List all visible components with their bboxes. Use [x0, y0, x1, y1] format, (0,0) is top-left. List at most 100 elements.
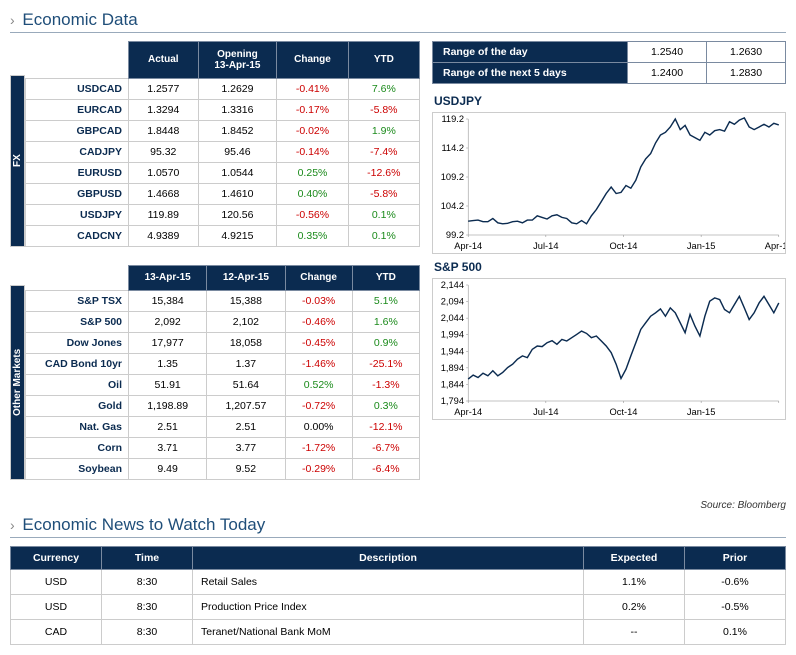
news-row: USD 8:30 Retail Sales 1.1% -0.6%: [11, 570, 786, 595]
cell-b: 1,207.57: [207, 396, 285, 417]
row-label: EURCAD: [26, 100, 129, 121]
cell-ytd: 0.1%: [348, 205, 419, 226]
svg-text:1,944: 1,944: [441, 346, 464, 356]
svg-text:2,094: 2,094: [441, 297, 464, 307]
news-expected: 1.1%: [584, 570, 685, 595]
cell-a: 1,198.89: [129, 396, 207, 417]
svg-text:114.2: 114.2: [441, 143, 464, 153]
news-time: 8:30: [102, 570, 193, 595]
news-row: CAD 8:30 Teranet/National Bank MoM -- 0.…: [11, 620, 786, 645]
row-label: Dow Jones: [26, 333, 129, 354]
cell-ytd: -12.1%: [352, 417, 419, 438]
range-lo: 1.2400: [628, 63, 707, 84]
cell-b: 1.37: [207, 354, 285, 375]
mkt-header: 13-Apr-15: [129, 266, 207, 291]
section-title-economic-data: › Economic Data: [10, 10, 786, 33]
cell-change: -1.46%: [285, 354, 352, 375]
chart-series-line: [468, 118, 779, 224]
cell-change: -0.02%: [277, 121, 348, 142]
table-row: USDCAD 1.2577 1.2629 -0.41% 7.6%: [26, 79, 420, 100]
news-table: CurrencyTimeDescriptionExpectedPrior USD…: [10, 546, 786, 645]
news-currency: CAD: [11, 620, 102, 645]
range-row: Range of the next 5 days 1.2400 1.2830: [433, 63, 786, 84]
row-label: GBPCAD: [26, 121, 129, 142]
table-row: CADCNY 4.9389 4.9215 0.35% 0.1%: [26, 226, 420, 247]
chevron-right-icon: ›: [10, 12, 15, 28]
cell-change: -1.72%: [285, 438, 352, 459]
row-label: S&P TSX: [26, 291, 129, 312]
cell-ytd: -7.4%: [348, 142, 419, 163]
cell-ytd: -5.8%: [348, 184, 419, 205]
range-hi: 1.2830: [707, 63, 786, 84]
cell-actual: 1.4668: [129, 184, 199, 205]
range-lo: 1.2540: [628, 42, 707, 63]
table-row: Gold 1,198.89 1,207.57 -0.72% 0.3%: [26, 396, 420, 417]
cell-ytd: 0.9%: [352, 333, 419, 354]
cell-ytd: -5.8%: [348, 100, 419, 121]
fx-header: [26, 42, 129, 79]
news-header: Prior: [685, 547, 786, 570]
cell-ytd: -6.7%: [352, 438, 419, 459]
svg-text:Apr-14: Apr-14: [454, 241, 482, 251]
cell-change: 0.00%: [285, 417, 352, 438]
table-row: USDJPY 119.89 120.56 -0.56% 0.1%: [26, 205, 420, 226]
row-label: EURUSD: [26, 163, 129, 184]
table-row: S&P 500 2,092 2,102 -0.46% 1.6%: [26, 312, 420, 333]
row-label: CADJPY: [26, 142, 129, 163]
cell-open: 120.56: [198, 205, 277, 226]
cell-b: 18,058: [207, 333, 285, 354]
cell-a: 2,092: [129, 312, 207, 333]
news-desc: Teranet/National Bank MoM: [193, 620, 584, 645]
row-label: USDJPY: [26, 205, 129, 226]
row-label: USDCAD: [26, 79, 129, 100]
cell-ytd: -25.1%: [352, 354, 419, 375]
cell-change: -0.17%: [277, 100, 348, 121]
row-label: Soybean: [26, 459, 129, 480]
fx-header: YTD: [348, 42, 419, 79]
svg-text:2,144: 2,144: [441, 280, 464, 290]
cell-change: -0.56%: [277, 205, 348, 226]
cell-ytd: 1.9%: [348, 121, 419, 142]
svg-text:2,044: 2,044: [441, 313, 464, 323]
cell-actual: 119.89: [129, 205, 199, 226]
news-header: Time: [102, 547, 193, 570]
cell-a: 1.35: [129, 354, 207, 375]
chart1-box: 119.2114.2109.2104.299.2Apr-14Jul-14Oct-…: [432, 112, 786, 254]
cell-b: 51.64: [207, 375, 285, 396]
heading-text: Economic News to Watch Today: [22, 515, 265, 534]
chart2-title: S&P 500: [434, 260, 786, 274]
news-time: 8:30: [102, 620, 193, 645]
markets-table-block: Other Markets 13-Apr-1512-Apr-15ChangeYT…: [10, 265, 420, 480]
range-label: Range of the day: [433, 42, 628, 63]
svg-text:Jan-15: Jan-15: [687, 241, 715, 251]
fx-header: Change: [277, 42, 348, 79]
news-currency: USD: [11, 595, 102, 620]
mkt-header: [26, 266, 129, 291]
cell-actual: 1.0570: [129, 163, 199, 184]
svg-text:1,994: 1,994: [441, 330, 464, 340]
cell-actual: 1.3294: [129, 100, 199, 121]
mkt-header: 12-Apr-15: [207, 266, 285, 291]
cell-change: -0.29%: [285, 459, 352, 480]
cell-ytd: 7.6%: [348, 79, 419, 100]
svg-text:Oct-14: Oct-14: [610, 241, 638, 251]
cell-ytd: -1.3%: [352, 375, 419, 396]
table-row: Corn 3.71 3.77 -1.72% -6.7%: [26, 438, 420, 459]
cell-ytd: -6.4%: [352, 459, 419, 480]
cell-actual: 95.32: [129, 142, 199, 163]
table-row: Nat. Gas 2.51 2.51 0.00% -12.1%: [26, 417, 420, 438]
cell-change: -0.72%: [285, 396, 352, 417]
cell-ytd: -12.6%: [348, 163, 419, 184]
svg-text:Jul-14: Jul-14: [533, 241, 558, 251]
cell-open: 1.8452: [198, 121, 277, 142]
table-row: EURCAD 1.3294 1.3316 -0.17% -5.8%: [26, 100, 420, 121]
cell-a: 3.71: [129, 438, 207, 459]
range-hi: 1.2630: [707, 42, 786, 63]
fx-side-tab: FX: [10, 75, 25, 247]
svg-text:109.2: 109.2: [441, 172, 464, 182]
news-time: 8:30: [102, 595, 193, 620]
cell-change: -0.41%: [277, 79, 348, 100]
table-row: GBPUSD 1.4668 1.4610 0.40% -5.8%: [26, 184, 420, 205]
cell-a: 15,384: [129, 291, 207, 312]
cell-b: 3.77: [207, 438, 285, 459]
